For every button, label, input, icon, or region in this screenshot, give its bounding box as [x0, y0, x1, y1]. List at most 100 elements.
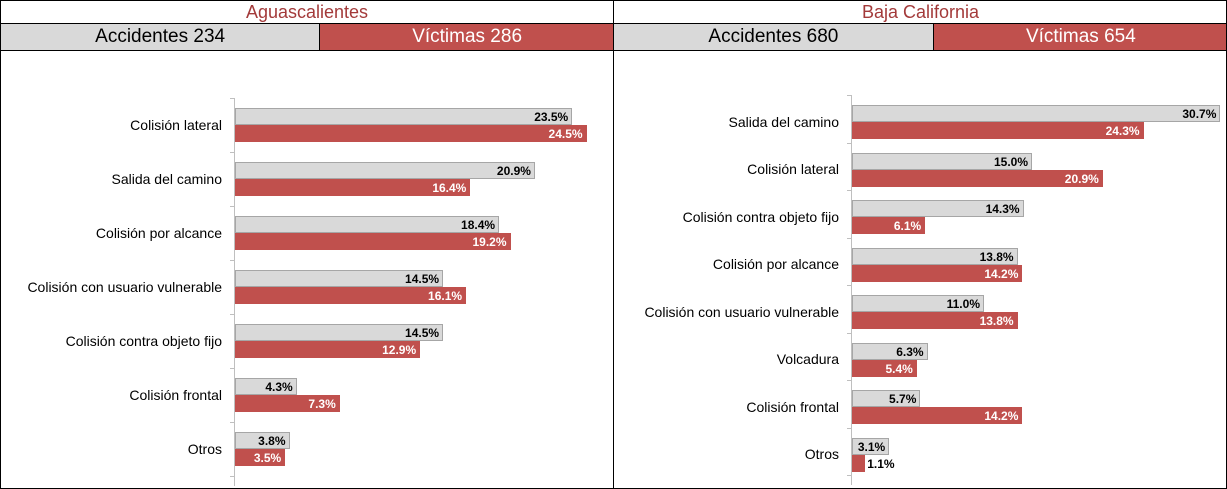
- bar: [852, 217, 926, 234]
- bar: [235, 108, 573, 125]
- bar: [852, 390, 921, 407]
- value-label: 14.3%: [985, 202, 1020, 216]
- value-label: 5.4%: [885, 361, 913, 376]
- value-label: 11.0%: [946, 297, 980, 311]
- axis-line: [851, 95, 852, 485]
- category-label: Colisión contra objeto fijo: [682, 208, 839, 225]
- axis-tick: [847, 190, 851, 191]
- axis-tick: [230, 98, 234, 99]
- bar: [852, 312, 1018, 329]
- bar: [235, 287, 467, 304]
- bar: [235, 125, 587, 142]
- category-label: Colisión contra objeto fijo: [65, 332, 222, 349]
- value-label: 14.5%: [405, 326, 440, 340]
- axis-tick: [847, 95, 851, 96]
- legend-entry: Accidentes 234: [1, 24, 320, 51]
- bar: [235, 216, 500, 233]
- panel-title: Aguascalientes: [1, 1, 613, 24]
- axis-tick: [847, 332, 851, 334]
- value-label: 18.4%: [461, 218, 496, 232]
- value-label: 30.7%: [1182, 107, 1217, 121]
- axis-tick: [230, 260, 234, 261]
- bar: [852, 359, 917, 377]
- bar: [852, 247, 1018, 265]
- bar: [235, 270, 444, 287]
- value-label: 14.2%: [984, 409, 1019, 423]
- category-label: Otros: [804, 446, 839, 462]
- value-label: 3.1%: [857, 439, 886, 454]
- category-label: Salida del camino: [111, 170, 222, 187]
- axis-tick: [230, 476, 234, 477]
- axis-tick: [847, 475, 851, 476]
- bar: [235, 162, 535, 179]
- axis-tick: [230, 314, 234, 315]
- category-label: Volcadura: [776, 351, 839, 367]
- bar: [852, 152, 1032, 170]
- category-label: Colisión por alcance: [712, 256, 839, 272]
- value-label: 3.8%: [258, 434, 286, 448]
- category-label: Otros: [187, 440, 222, 457]
- value-label: 13.8%: [979, 314, 1014, 328]
- value-label: 4.3%: [265, 380, 293, 394]
- axis-tick: [847, 380, 851, 381]
- axis-tick: [230, 368, 234, 369]
- bar: [852, 105, 1221, 122]
- category-label: Colisión con usuario vulnerable: [644, 303, 839, 320]
- panel: Baja California Accidentes 680 Víctimas 65…: [613, 1, 1226, 488]
- axis-tick: [847, 285, 851, 286]
- value-label: 19.2%: [472, 235, 507, 249]
- value-label: 5.7%: [889, 392, 917, 406]
- bar: [852, 169, 1103, 187]
- value-label: 20.9%: [496, 164, 531, 178]
- bar: [852, 437, 890, 455]
- value-label: 14.5%: [405, 272, 440, 286]
- bar: [235, 341, 421, 358]
- bar: [852, 122, 1144, 139]
- value-label: 7.3%: [308, 397, 336, 411]
- value-label: 16.1%: [428, 289, 463, 303]
- value-label: 14.2%: [984, 266, 1019, 281]
- category-label: Colisión lateral: [130, 116, 222, 133]
- value-label: 3.5%: [253, 451, 282, 465]
- value-label: 6.3%: [896, 344, 924, 359]
- bar: [235, 395, 340, 412]
- category-label: Colisión por alcance: [95, 224, 222, 241]
- category-label: Colisión frontal: [746, 398, 839, 415]
- axis-tick: [847, 237, 851, 239]
- bar: [852, 407, 1023, 424]
- value-label: 15.0%: [993, 154, 1028, 169]
- value-label: 16.4%: [432, 181, 467, 195]
- value-label: 23.5%: [534, 110, 569, 124]
- bar: [235, 378, 297, 395]
- legend-entry: Accidentes 680: [614, 24, 933, 51]
- value-label: 24.5%: [548, 127, 583, 141]
- category-label: Salida del camino: [728, 113, 839, 130]
- value-label: 12.9%: [382, 343, 417, 357]
- value-label: 13.8%: [979, 249, 1014, 264]
- axis-line: [234, 98, 235, 486]
- bar: [235, 233, 511, 250]
- bar: [852, 342, 928, 360]
- bar: [235, 449, 286, 466]
- axis-tick: [847, 142, 851, 144]
- value-label: 6.1%: [893, 219, 922, 233]
- legend-entry: Víctimas 286: [319, 24, 614, 51]
- panel-title: Baja California: [614, 1, 1226, 24]
- category-label: Colisión frontal: [129, 386, 222, 403]
- axis-tick: [230, 206, 234, 207]
- value-label: 24.3%: [1105, 124, 1140, 138]
- category-label: Colisión con usuario vulnerable: [27, 278, 222, 295]
- value-label: 20.9%: [1064, 171, 1099, 186]
- bar: [852, 454, 866, 472]
- axis-tick: [847, 427, 851, 429]
- bar: [852, 264, 1023, 282]
- legend-entry: Víctimas 654: [932, 24, 1226, 51]
- axis-tick: [230, 152, 234, 153]
- axis-tick: [230, 422, 234, 423]
- panel: Aguascalientes Accidentes 234 Víctimas 286…: [1, 1, 614, 488]
- bar: [235, 179, 471, 196]
- category-label: Colisión lateral: [747, 161, 839, 177]
- bar: [235, 432, 290, 449]
- bar: [852, 295, 984, 312]
